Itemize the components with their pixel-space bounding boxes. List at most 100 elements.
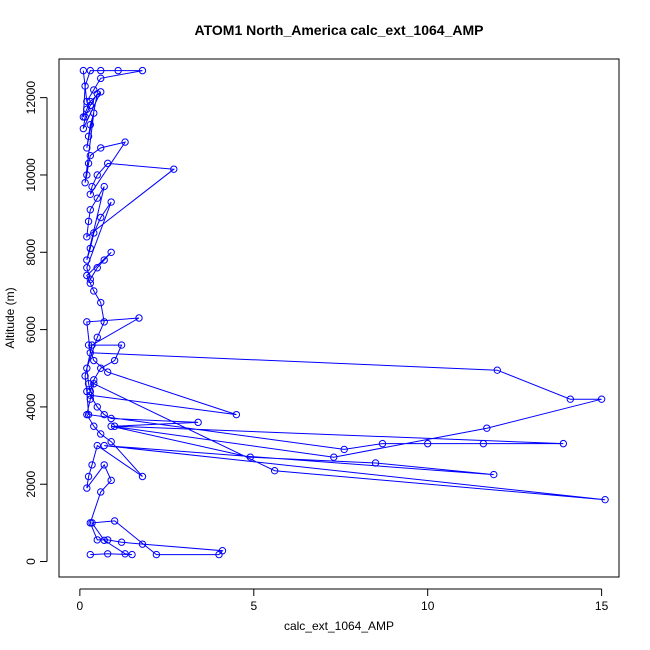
data-point <box>340 445 348 454</box>
data-point <box>88 461 96 469</box>
data-point <box>83 318 91 326</box>
data-point <box>100 256 108 264</box>
data-point <box>597 395 606 403</box>
x-tick-label: 5 <box>250 599 257 613</box>
plot-area <box>79 66 609 559</box>
data-point <box>107 476 115 485</box>
data-point <box>103 536 112 544</box>
data-point <box>270 466 279 475</box>
data-point <box>566 395 575 403</box>
data-point <box>100 536 108 544</box>
x-tick-label: 15 <box>595 599 609 613</box>
data-point <box>86 391 95 400</box>
data-point <box>93 536 101 544</box>
data-point <box>84 341 93 349</box>
chart-title: ATOM1 North_America calc_ext_1064_AMP <box>195 22 484 38</box>
data-point <box>97 66 105 75</box>
data-point <box>83 233 91 241</box>
data-point <box>232 410 241 419</box>
data-point <box>86 279 95 287</box>
data-point <box>97 364 105 372</box>
data-point <box>84 159 93 168</box>
data-point <box>86 206 95 214</box>
data-point <box>90 422 98 430</box>
data-point <box>100 461 108 469</box>
data-point <box>84 380 93 388</box>
data-point <box>121 138 129 146</box>
data-point <box>90 86 98 94</box>
x-axis-label: calc_ext_1064_AMP <box>284 619 394 633</box>
y-tick-label: 4000 <box>24 393 38 420</box>
data-point <box>86 349 95 357</box>
data-point <box>83 144 91 152</box>
data-point <box>86 395 95 403</box>
data-point <box>86 387 95 396</box>
data-point <box>86 121 95 129</box>
data-point <box>83 256 91 264</box>
data-point <box>152 550 161 559</box>
data-point <box>93 403 101 411</box>
data-point <box>83 171 91 179</box>
data-point <box>110 517 119 525</box>
data-point <box>100 182 108 191</box>
data-point <box>490 470 498 479</box>
data-point <box>97 298 105 307</box>
data-point <box>86 550 95 559</box>
data-point <box>86 519 95 527</box>
data-point <box>86 244 95 253</box>
data-point <box>97 488 105 496</box>
data-point <box>90 287 98 295</box>
data-point <box>83 105 91 113</box>
data-point <box>107 414 115 423</box>
data-point <box>121 550 129 558</box>
data-point <box>371 459 380 467</box>
data-point <box>483 424 491 432</box>
data-point <box>86 97 95 106</box>
data-point <box>83 364 91 372</box>
data-point <box>93 264 101 272</box>
data-point <box>86 151 95 160</box>
data-point <box>81 179 89 187</box>
data-point <box>90 376 98 384</box>
data-point <box>90 356 98 365</box>
y-tick-label: 10000 <box>24 158 38 192</box>
data-point <box>107 438 115 446</box>
data-point <box>330 453 338 461</box>
data-point <box>423 439 432 448</box>
data-point <box>93 333 101 342</box>
data-point <box>100 318 108 326</box>
data-point <box>170 165 178 173</box>
data-point <box>117 538 126 546</box>
data-point <box>83 264 91 272</box>
data-point <box>559 439 568 448</box>
data-point <box>97 213 105 222</box>
data-point <box>479 439 488 448</box>
y-tick-label: 2000 <box>24 471 38 498</box>
data-point <box>103 550 112 558</box>
data-point <box>79 66 88 75</box>
data-point <box>97 74 105 83</box>
data-point <box>88 341 96 349</box>
data-point <box>83 97 91 106</box>
y-tick-label: 8000 <box>24 239 38 266</box>
data-point <box>138 66 147 75</box>
data-point <box>79 124 88 133</box>
data-point <box>246 453 255 461</box>
data-point <box>86 66 95 75</box>
y-tick-label: 12000 <box>24 81 38 115</box>
y-tick-label: 0 <box>24 558 38 565</box>
data-point <box>79 113 88 121</box>
data-point <box>138 540 147 548</box>
data-point <box>194 418 202 427</box>
data-point <box>84 217 93 226</box>
series-line <box>82 70 606 556</box>
data-point <box>114 66 122 75</box>
data-point <box>107 198 115 206</box>
data-point <box>107 422 115 430</box>
data-point <box>138 472 147 481</box>
data-point <box>90 229 98 237</box>
data-point <box>84 472 93 481</box>
data-point <box>86 275 95 284</box>
data-point <box>218 547 227 555</box>
